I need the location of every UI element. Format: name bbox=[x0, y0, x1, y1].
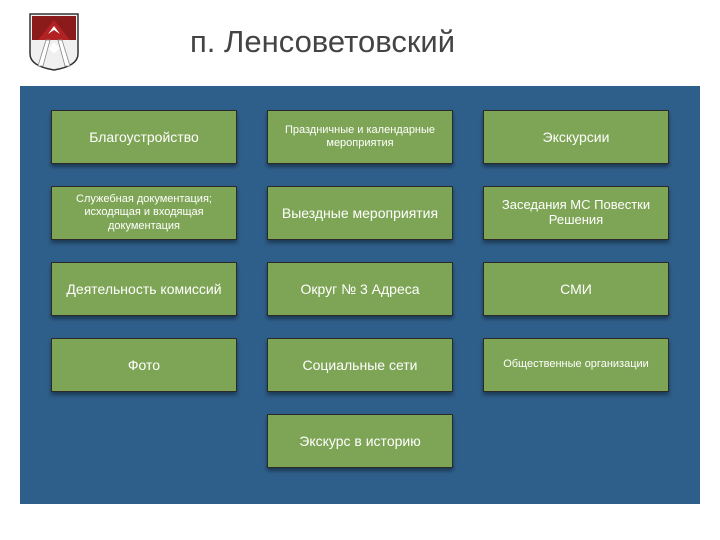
tile-label: Округ № 3 Адреса bbox=[300, 281, 419, 297]
tile-label: Социальные сети bbox=[302, 357, 417, 373]
tile-row: Благоустройство Праздничные и календарные… bbox=[50, 110, 670, 164]
tile-label: Заседания МС Повестки Решения bbox=[492, 198, 660, 228]
menu-tile[interactable]: Экскурс в историю bbox=[267, 414, 453, 468]
menu-tile[interactable]: Социальные сети bbox=[267, 338, 453, 392]
tile-label: Общественные организации bbox=[503, 358, 649, 371]
tile-label: Служебная документация; исходящая и вход… bbox=[60, 193, 228, 233]
menu-tile[interactable]: Выездные мероприятия bbox=[267, 186, 453, 240]
tile-label: Выездные мероприятия bbox=[282, 205, 438, 221]
tile-row: Деятельность комиссий Округ № 3 Адреса СМИ bbox=[50, 262, 670, 316]
tile-label: СМИ bbox=[560, 281, 592, 297]
tile-row: Служебная документация; исходящая и вход… bbox=[50, 186, 670, 240]
menu-panel: Благоустройство Праздничные и календарные… bbox=[20, 86, 700, 504]
header: п. Ленсоветовский bbox=[0, 0, 720, 86]
menu-tile[interactable]: Благоустройство bbox=[51, 110, 237, 164]
coat-of-arms-logo bbox=[28, 12, 80, 72]
menu-tile[interactable]: Праздничные и календарные мероприятия bbox=[267, 110, 453, 164]
tile-row: Экскурс в историю bbox=[50, 414, 670, 468]
menu-tile[interactable]: Служебная документация; исходящая и вход… bbox=[51, 186, 237, 240]
menu-tile[interactable]: Фото bbox=[51, 338, 237, 392]
tile-label: Праздничные и календарные мероприятия bbox=[276, 124, 444, 150]
tile-label: Экскурс в историю bbox=[299, 433, 420, 449]
menu-tile[interactable]: Деятельность комиссий bbox=[51, 262, 237, 316]
menu-tile[interactable]: СМИ bbox=[483, 262, 669, 316]
page-title: п. Ленсоветовский bbox=[190, 24, 455, 60]
menu-tile[interactable]: Заседания МС Повестки Решения bbox=[483, 186, 669, 240]
menu-tile[interactable]: Общественные организации bbox=[483, 338, 669, 392]
tile-row: Фото Социальные сети Общественные организа… bbox=[50, 338, 670, 392]
menu-tile[interactable]: Округ № 3 Адреса bbox=[267, 262, 453, 316]
tile-grid: Благоустройство Праздничные и календарные… bbox=[50, 110, 670, 468]
tile-label: Фото bbox=[128, 357, 160, 373]
menu-tile[interactable]: Экскурсии bbox=[483, 110, 669, 164]
tile-label: Экскурсии bbox=[543, 129, 610, 145]
tile-label: Благоустройство bbox=[89, 129, 199, 145]
tile-label: Деятельность комиссий bbox=[66, 281, 221, 297]
